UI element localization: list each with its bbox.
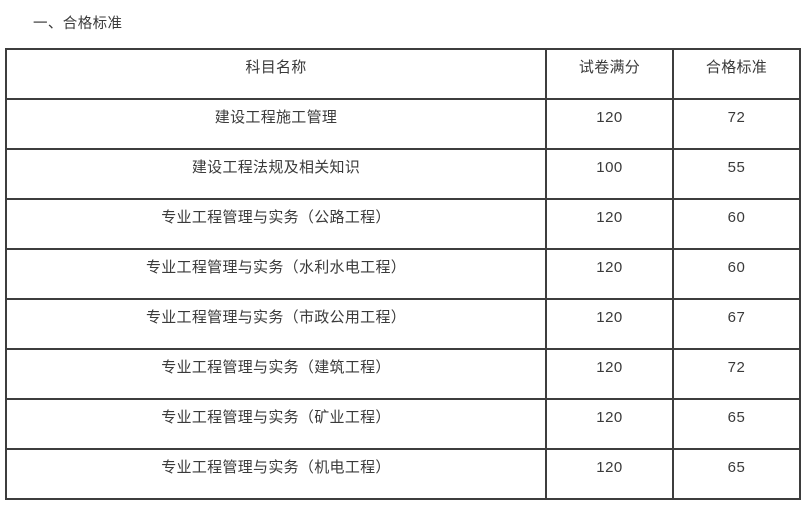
table-row: 专业工程管理与实务（建筑工程） 120 72 xyxy=(5,348,801,400)
cell-passing-score: 60 xyxy=(672,248,801,300)
table-row: 建设工程法规及相关知识 100 55 xyxy=(5,148,801,200)
cell-subject: 专业工程管理与实务（机电工程） xyxy=(5,448,547,500)
cell-subject: 专业工程管理与实务（水利水电工程） xyxy=(5,248,547,300)
cell-full-score: 120 xyxy=(545,98,674,150)
cell-full-score: 120 xyxy=(545,248,674,300)
table-row: 专业工程管理与实务（水利水电工程） 120 60 xyxy=(5,248,801,300)
cell-full-score: 120 xyxy=(545,398,674,450)
cell-subject: 专业工程管理与实务（建筑工程） xyxy=(5,348,547,400)
column-header-subject: 科目名称 xyxy=(5,48,547,100)
cell-passing-score: 65 xyxy=(672,398,801,450)
passing-standard-table: 科目名称 试卷满分 合格标准 建设工程施工管理 120 72 建设工程法规及相关… xyxy=(5,48,801,500)
cell-full-score: 120 xyxy=(545,348,674,400)
table-body: 建设工程施工管理 120 72 建设工程法规及相关知识 100 55 专业工程管… xyxy=(5,98,801,500)
table-row: 建设工程施工管理 120 72 xyxy=(5,98,801,150)
cell-full-score: 120 xyxy=(545,298,674,350)
column-header-passing-score: 合格标准 xyxy=(672,48,801,100)
page-title: 一、合格标准 xyxy=(33,16,123,32)
cell-passing-score: 67 xyxy=(672,298,801,350)
table-row: 专业工程管理与实务（矿业工程） 120 65 xyxy=(5,398,801,450)
cell-subject: 建设工程法规及相关知识 xyxy=(5,148,547,200)
cell-subject: 专业工程管理与实务（市政公用工程） xyxy=(5,298,547,350)
table-header-row: 科目名称 试卷满分 合格标准 xyxy=(5,48,801,100)
cell-full-score: 120 xyxy=(545,448,674,500)
cell-passing-score: 72 xyxy=(672,98,801,150)
cell-passing-score: 65 xyxy=(672,448,801,500)
cell-full-score: 120 xyxy=(545,198,674,250)
table-row: 专业工程管理与实务（公路工程） 120 60 xyxy=(5,198,801,250)
cell-passing-score: 55 xyxy=(672,148,801,200)
cell-passing-score: 72 xyxy=(672,348,801,400)
cell-subject: 建设工程施工管理 xyxy=(5,98,547,150)
table-row: 专业工程管理与实务（市政公用工程） 120 67 xyxy=(5,298,801,350)
cell-passing-score: 60 xyxy=(672,198,801,250)
cell-subject: 专业工程管理与实务（公路工程） xyxy=(5,198,547,250)
table-row: 专业工程管理与实务（机电工程） 120 65 xyxy=(5,448,801,500)
table-header: 科目名称 试卷满分 合格标准 xyxy=(5,48,801,100)
cell-subject: 专业工程管理与实务（矿业工程） xyxy=(5,398,547,450)
column-header-full-score: 试卷满分 xyxy=(545,48,674,100)
cell-full-score: 100 xyxy=(545,148,674,200)
